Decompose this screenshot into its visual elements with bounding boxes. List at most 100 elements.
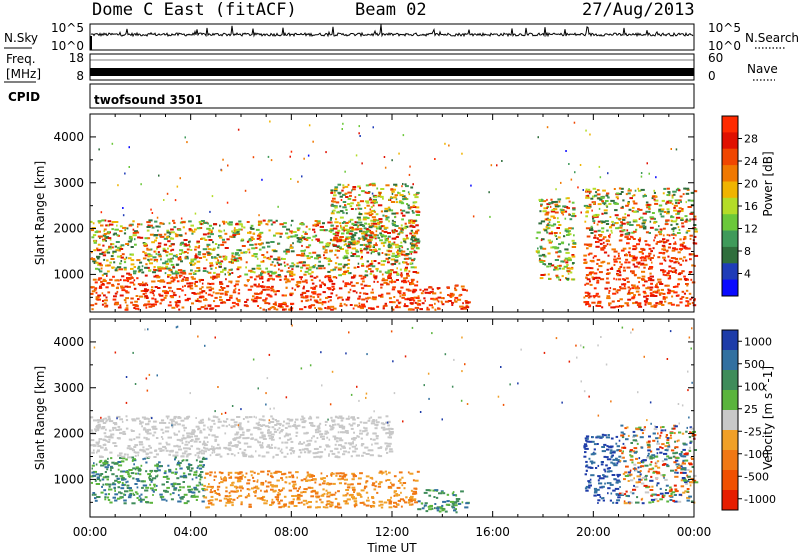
range-cell — [197, 474, 202, 477]
range-cell — [198, 300, 202, 303]
range-cell — [596, 258, 601, 261]
range-cell — [196, 227, 201, 230]
range-cell — [643, 295, 648, 298]
range-cell — [148, 305, 153, 308]
range-cell — [620, 221, 623, 224]
range-cell — [160, 279, 165, 282]
range-cell — [355, 291, 358, 294]
range-cell — [417, 295, 420, 298]
range-cell — [674, 241, 677, 244]
range-cell — [196, 240, 200, 243]
range-cell — [679, 297, 683, 300]
range-cell — [178, 464, 181, 467]
range-cell — [193, 488, 199, 491]
range-cell — [637, 276, 641, 279]
range-cell — [259, 285, 264, 288]
range-cell — [114, 301, 119, 304]
range-cell — [414, 492, 418, 495]
range-cell — [441, 297, 444, 300]
range-cell — [161, 483, 165, 486]
range-cell — [324, 420, 328, 423]
range-cell — [197, 465, 200, 468]
range-cell — [633, 210, 637, 213]
range-cell — [158, 293, 161, 296]
range-cell — [346, 431, 349, 434]
range-cell — [143, 436, 146, 439]
range-cell — [387, 485, 392, 488]
range-cell — [659, 240, 663, 243]
range-cell — [611, 300, 615, 303]
range-cell — [222, 477, 227, 480]
range-cell — [181, 452, 186, 455]
range-cell — [301, 280, 306, 283]
range-cell — [263, 438, 267, 440]
range-cell — [682, 241, 685, 244]
range-cell — [320, 435, 325, 438]
range-cell — [326, 483, 329, 486]
range-cell — [666, 274, 670, 277]
range-cell — [238, 220, 242, 223]
range-cell — [395, 198, 398, 201]
range-cell — [608, 292, 610, 294]
range-cell — [384, 207, 389, 210]
range-cell — [154, 234, 158, 236]
range-cell — [266, 499, 268, 502]
range-cell — [392, 484, 395, 487]
range-cell — [397, 254, 401, 257]
range-cell — [104, 305, 108, 308]
range-cell — [179, 489, 182, 491]
range-cell — [359, 472, 363, 475]
range-cell — [134, 243, 137, 246]
range-cell — [286, 250, 290, 253]
range-cell — [133, 463, 135, 466]
range-cell — [235, 280, 240, 283]
range-cell — [111, 473, 115, 476]
range-cell — [232, 481, 235, 484]
range-cell — [390, 258, 396, 261]
range-cell — [90, 220, 93, 223]
range-cell — [585, 211, 589, 214]
range-cell — [325, 151, 327, 154]
range-cell — [568, 227, 572, 230]
range-cell — [96, 478, 100, 481]
range-cell — [626, 266, 631, 269]
range-cell — [358, 274, 363, 277]
range-cell — [279, 306, 284, 309]
range-cell — [149, 483, 152, 486]
range-cell — [134, 468, 137, 471]
range-cell — [100, 267, 103, 270]
range-cell — [266, 251, 269, 254]
range-cell — [283, 503, 287, 506]
range-cell — [388, 500, 393, 503]
range-cell — [228, 491, 231, 494]
range-cell — [413, 257, 416, 260]
range-cell — [128, 237, 133, 240]
range-cell — [225, 497, 228, 500]
range-cell — [172, 492, 175, 495]
range-cell — [235, 223, 239, 226]
range-cell — [191, 302, 194, 305]
range-cell — [617, 274, 622, 277]
range-cell — [207, 222, 209, 225]
range-cell — [268, 437, 274, 440]
range-cell — [248, 251, 251, 254]
range-cell — [663, 241, 666, 244]
range-cell — [147, 303, 151, 306]
range-cell — [583, 204, 588, 207]
range-cell — [214, 243, 218, 245]
range-cell — [182, 226, 185, 229]
range-cell — [306, 440, 309, 443]
range-cell — [363, 243, 365, 246]
range-cell — [200, 471, 204, 473]
range-cell — [133, 283, 136, 286]
range-cell — [659, 283, 664, 285]
range-cell — [134, 472, 137, 475]
range-cell — [100, 224, 104, 227]
range-cell — [340, 226, 343, 229]
range-cell — [322, 506, 325, 509]
range-cell — [322, 245, 325, 248]
range-cell — [411, 239, 415, 242]
range-cell — [107, 291, 111, 294]
range-cell — [356, 226, 359, 229]
range-cell — [140, 183, 142, 186]
